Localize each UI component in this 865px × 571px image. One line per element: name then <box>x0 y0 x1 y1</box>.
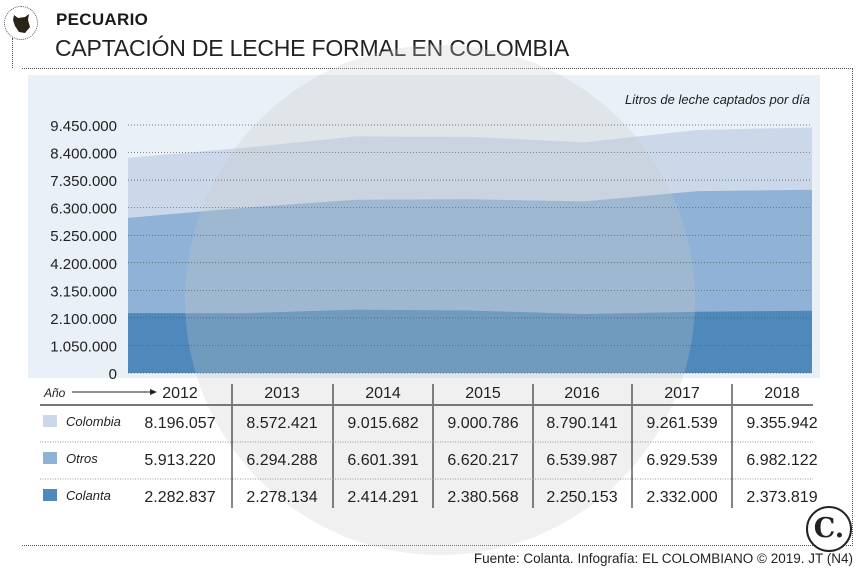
data-label: 6.982.122 <box>746 452 817 469</box>
data-label: 2.282.837 <box>144 489 215 506</box>
data-label: 6.929.539 <box>646 452 717 469</box>
data-label: 9.000.786 <box>447 415 518 432</box>
data-label: 6.620.217 <box>447 452 518 469</box>
x-tick-label: 2014 <box>365 385 401 402</box>
x-tick-label: 2017 <box>664 385 700 402</box>
x-tick-label: 2018 <box>764 385 800 402</box>
y-tick-label: 1.050.000 <box>50 338 117 355</box>
legend-swatch <box>43 415 57 427</box>
y-tick-label: 9.450.000 <box>50 118 117 135</box>
y-tick-label: 4.200.000 <box>50 256 117 273</box>
data-label: 5.913.220 <box>144 452 215 469</box>
data-label: 8.572.421 <box>246 415 317 432</box>
legend-label: Colanta <box>66 488 111 503</box>
x-tick-label: 2012 <box>162 385 198 402</box>
y-tick-label: 5.250.000 <box>50 228 117 245</box>
x-tick-label: 2016 <box>564 385 600 402</box>
data-label: 2.278.134 <box>246 489 317 506</box>
data-label: 2.332.000 <box>646 489 717 506</box>
y-tick-label: 3.150.000 <box>50 283 117 300</box>
y-tick-label: 0 <box>109 366 117 383</box>
data-label: 2.414.291 <box>347 489 418 506</box>
y-tick-label: 6.300.000 <box>50 201 117 218</box>
el-colombiano-logo: C. <box>806 506 852 552</box>
data-label: 6.601.391 <box>347 452 418 469</box>
legend-label: Otros <box>66 451 98 466</box>
legend-label: Colombia <box>66 414 121 429</box>
data-label: 2.373.819 <box>746 489 817 506</box>
data-label: 6.294.288 <box>246 452 317 469</box>
data-label: 9.015.682 <box>347 415 418 432</box>
y-tick-label: 8.400.000 <box>50 146 117 163</box>
section-label: PECUARIO <box>56 10 149 29</box>
data-label: 2.250.153 <box>546 489 617 506</box>
data-label: 8.196.057 <box>144 415 215 432</box>
data-label: 6.539.987 <box>546 452 617 469</box>
arrow-icon <box>150 389 157 395</box>
divider <box>12 38 13 68</box>
y-tick-label: 7.350.000 <box>50 173 117 190</box>
legend-swatch <box>43 489 57 501</box>
legend-swatch <box>43 452 57 464</box>
data-label: 9.355.942 <box>746 415 817 432</box>
x-tick-label: 2013 <box>264 385 300 402</box>
data-label: 8.790.141 <box>546 415 617 432</box>
area-colanta <box>128 309 812 373</box>
watermark-logo <box>185 45 695 555</box>
data-label: 2.380.568 <box>447 489 518 506</box>
y-tick-label: 2.100.000 <box>50 311 117 328</box>
x-tick-label: 2015 <box>465 385 501 402</box>
chart-frame <box>22 68 853 546</box>
cow-icon <box>4 6 38 40</box>
source-note: Fuente: Colanta. Infografía: EL COLOMBIA… <box>473 551 853 566</box>
page-title: CAPTACIÓN DE LECHE FORMAL EN COLOMBIA <box>55 35 570 61</box>
x-axis-label: Año <box>43 386 66 400</box>
chart-subtitle: Litros de leche captados por día <box>625 92 810 107</box>
data-label: 9.261.539 <box>646 415 717 432</box>
